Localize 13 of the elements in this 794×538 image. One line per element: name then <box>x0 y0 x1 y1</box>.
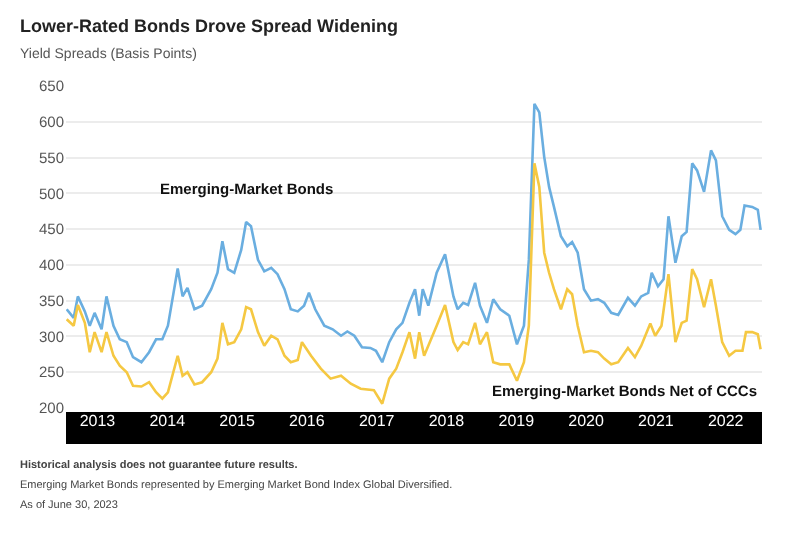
x-tick-label: 2016 <box>289 412 326 430</box>
x-tick-label: 2021 <box>638 412 675 430</box>
x-tick-label: 2020 <box>568 412 605 430</box>
x-tick-label: 2017 <box>358 412 396 430</box>
x-tick-label: 2022 <box>707 412 745 430</box>
chart-title: Lower-Rated Bonds Drove Spread Widening <box>20 16 398 36</box>
x-tick-label: 2019 <box>498 412 536 430</box>
line-series <box>66 102 762 364</box>
line-series <box>66 161 762 405</box>
x-tick-label: 2015 <box>219 412 256 430</box>
x-tick-label: 2013 <box>79 412 117 430</box>
x-tick-label: 2014 <box>149 412 187 430</box>
x-tick-label: 2018 <box>428 412 466 430</box>
